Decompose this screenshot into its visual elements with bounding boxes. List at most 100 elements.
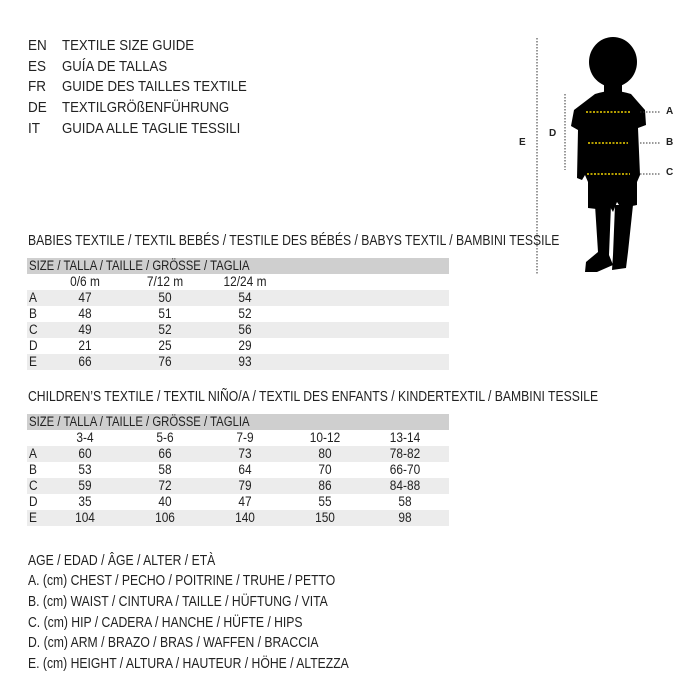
measurement-figure: A B C D E: [500, 30, 700, 280]
table-row: D 35 40 47 55 58: [27, 494, 449, 510]
table-row: A 60 66 73 80 78-82: [27, 446, 449, 462]
size-header-label: SIZE / TALLA / TAILLE / GRÖSSE / TAGLIA: [29, 258, 250, 273]
table-row: B 48 51 52: [27, 306, 449, 322]
table-cell: 25: [158, 338, 172, 353]
table-cell: 48: [78, 306, 92, 321]
column-header: 13-14: [389, 430, 421, 445]
table-cell: 59: [78, 478, 92, 493]
table-cell: 29: [238, 338, 252, 353]
table-cell: 50: [158, 290, 172, 305]
row-label: D: [29, 494, 38, 509]
size-header: SIZE / TALLA / TAILLE / GRÖSSE / TAGLIA: [27, 414, 449, 430]
table-cell: 80: [318, 446, 332, 461]
table-cell: 86: [318, 478, 332, 493]
row-label: A: [29, 290, 37, 305]
table-cell: 21: [78, 338, 92, 353]
row-label: C: [29, 478, 38, 493]
table-cell: 64: [238, 462, 252, 477]
row-label: C: [29, 322, 38, 337]
table-cell: 49: [78, 322, 92, 337]
table-cell: 72: [158, 478, 172, 493]
table-cell: 56: [238, 322, 252, 337]
lang-code: FR: [28, 78, 46, 95]
table-cell: 104: [75, 510, 95, 525]
table-cell: 66: [78, 354, 92, 369]
table-cell: 58: [158, 462, 172, 477]
row-label: A: [29, 446, 37, 461]
table-cell: 78-82: [389, 446, 421, 461]
label-d: D: [549, 128, 557, 139]
title-text: TEXTILGRÖßENFÜHRUNG: [62, 99, 230, 116]
table-cell: 58: [398, 494, 412, 509]
column-header-row: 3-4 5-6 7-9 10-12 13-14: [27, 430, 449, 446]
row-label: B: [29, 306, 37, 321]
table-cell: 70: [318, 462, 332, 477]
legend-item: D. (cm) ARM / BRAZO / BRAS / WAFFEN / BR…: [28, 635, 319, 651]
babies-section-title: BABIES TEXTILE / TEXTIL BEBÉS / TESTILE …: [28, 233, 560, 249]
table-cell: 35: [78, 494, 92, 509]
lang-code: IT: [28, 120, 41, 137]
label-a: A: [666, 106, 674, 117]
column-header: 10-12: [309, 430, 341, 445]
row-label: E: [29, 510, 37, 525]
label-b: B: [666, 137, 674, 148]
column-header: 7-9: [236, 430, 254, 445]
table-cell: 60: [78, 446, 92, 461]
size-header: SIZE / TALLA / TAILLE / GRÖSSE / TAGLIA: [27, 258, 449, 274]
table-row: C 59 72 79 86 84-88: [27, 478, 449, 494]
lang-code: ES: [28, 58, 47, 75]
label-c: C: [666, 167, 674, 178]
label-e: E: [519, 137, 526, 148]
babies-size-table: SIZE / TALLA / TAILLE / GRÖSSE / TAGLIA 0…: [27, 258, 449, 370]
lang-code: EN: [28, 37, 47, 54]
row-label: B: [29, 462, 37, 477]
table-cell: 73: [238, 446, 252, 461]
table-cell: 40: [158, 494, 172, 509]
legend-item: E. (cm) HEIGHT / ALTURA / HAUTEUR / HÖHE…: [28, 656, 349, 672]
size-header-label: SIZE / TALLA / TAILLE / GRÖSSE / TAGLIA: [29, 414, 250, 429]
table-cell: 47: [78, 290, 92, 305]
silhouette: [571, 37, 646, 272]
column-header: 7/12 m: [146, 274, 184, 289]
table-row: C 49 52 56: [27, 322, 449, 338]
table-cell: 52: [238, 306, 252, 321]
table-cell: 76: [158, 354, 172, 369]
children-section-title: CHILDREN’S TEXTILE / TEXTIL NIÑO/A / TEX…: [28, 389, 599, 405]
table-cell: 66: [158, 446, 172, 461]
table-cell: 51: [158, 306, 172, 321]
children-size-table: SIZE / TALLA / TAILLE / GRÖSSE / TAGLIA 3…: [27, 414, 449, 526]
title-text: GUIDE DES TAILLES TEXTILE: [62, 78, 247, 95]
table-cell: 66-70: [389, 462, 421, 477]
table-cell: 79: [238, 478, 252, 493]
column-header: 3-4: [76, 430, 94, 445]
table-row: E 66 76 93: [27, 354, 449, 370]
title-text: TEXTILE SIZE GUIDE: [62, 37, 195, 54]
row-label: D: [29, 338, 38, 353]
table-cell: 55: [318, 494, 332, 509]
legend-item: AGE / EDAD / ÂGE / ALTER / ETÀ: [28, 553, 216, 569]
legend-item: A. (cm) CHEST / PECHO / POITRINE / TRUHE…: [28, 573, 336, 589]
column-header: 12/24 m: [223, 274, 267, 289]
table-cell: 150: [315, 510, 335, 525]
table-cell: 53: [78, 462, 92, 477]
table-row: B 53 58 64 70 66-70: [27, 462, 449, 478]
lang-code: DE: [28, 99, 47, 116]
table-row: E 104 106 140 150 98: [27, 510, 449, 526]
title-text: GUIDA ALLE TAGLIE TESSILI: [62, 120, 241, 137]
row-label: E: [29, 354, 37, 369]
table-cell: 98: [398, 510, 412, 525]
table-row: D 21 25 29: [27, 338, 449, 354]
table-cell: 84-88: [389, 478, 421, 493]
table-cell: 52: [158, 322, 172, 337]
child-silhouette-icon: [536, 37, 660, 275]
column-header: 5-6: [156, 430, 174, 445]
legend-item: B. (cm) WAIST / CINTURA / TAILLE / HÜFTU…: [28, 594, 328, 610]
table-cell: 93: [238, 354, 252, 369]
table-cell: 106: [155, 510, 175, 525]
title-text: GUÍA DE TALLAS: [62, 58, 168, 75]
table-cell: 54: [238, 290, 252, 305]
column-header-row: 0/6 m 7/12 m 12/24 m: [27, 274, 449, 290]
table-cell: 140: [235, 510, 255, 525]
table-cell: 47: [238, 494, 252, 509]
legend-item: C. (cm) HIP / CADERA / HANCHE / HÜFTE / …: [28, 615, 303, 631]
